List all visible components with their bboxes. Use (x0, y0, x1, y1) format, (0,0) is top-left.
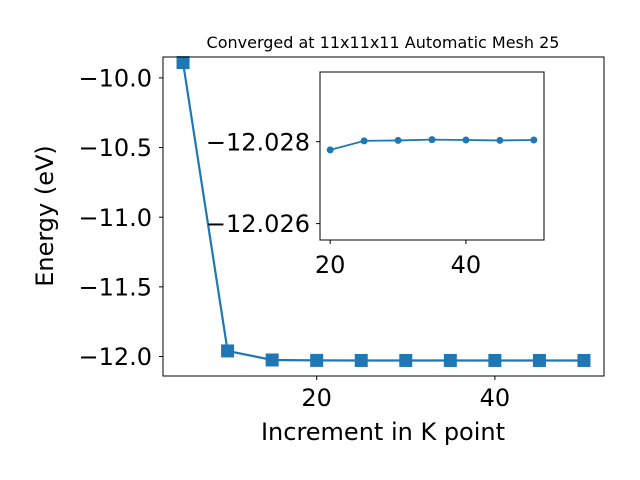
inset-y-tick-label: −12.026 (206, 210, 310, 238)
main-y-axis: −10.0 −10.5 −11.0 −11.5 −12.0 (78, 65, 163, 371)
main-y-tick-label: −11.5 (78, 273, 152, 301)
inset-x-tick-label: 40 (451, 251, 482, 279)
main-data-point (221, 344, 235, 358)
inset-data-point (394, 136, 402, 144)
main-x-tick-label: 20 (301, 384, 332, 412)
inset-series-marks (326, 136, 538, 154)
inset-data-point (428, 136, 436, 144)
main-y-tick-label: −12.0 (78, 343, 152, 371)
main-x-tick-label: 40 (480, 384, 511, 412)
main-data-point (310, 353, 324, 367)
main-data-point (532, 353, 546, 367)
main-plot-frame (162, 56, 605, 377)
main-x-axis: 20 40 (301, 376, 510, 412)
main-data-point (265, 353, 279, 367)
main-data-point (399, 353, 413, 367)
main-data-point (443, 353, 457, 367)
inset-background (320, 72, 544, 240)
main-data-point (354, 353, 368, 367)
main-y-tick-label: −11.0 (78, 204, 152, 232)
inset-y-tick-label: −12.028 (206, 128, 310, 156)
main-plot: 20 40 −10.0−10.5−11.0−11.5−12.0 Converged… (31, 33, 605, 446)
x-axis-label: Increment in K point (261, 418, 505, 446)
main-series-line (181, 62, 584, 362)
main-data-point (488, 353, 502, 367)
inset-x-tick-label: 20 (315, 251, 346, 279)
inset-data-point (530, 136, 538, 144)
inset-data-point (326, 146, 334, 154)
inset-data-point (496, 136, 504, 144)
inset-plot: 20 40 −12.028−12.026 (206, 71, 545, 279)
inset-y-axis: −12.028 −12.026 (206, 128, 320, 238)
inset-x-axis: 20 40 (315, 240, 481, 279)
main-series-marks (176, 56, 591, 367)
chart-title: Converged at 11x11x11 Automatic Mesh 25 (207, 33, 560, 52)
main-data-point (577, 353, 591, 367)
inset-plot-frame (319, 71, 545, 241)
main-y-tick-label: −10.5 (78, 134, 152, 162)
inset-data-point (360, 137, 368, 145)
inset-data-point (462, 136, 470, 144)
main-y-tick-label: −10.0 (78, 65, 152, 93)
y-axis-label: Energy (eV) (31, 145, 59, 287)
main-data-point (176, 56, 190, 70)
